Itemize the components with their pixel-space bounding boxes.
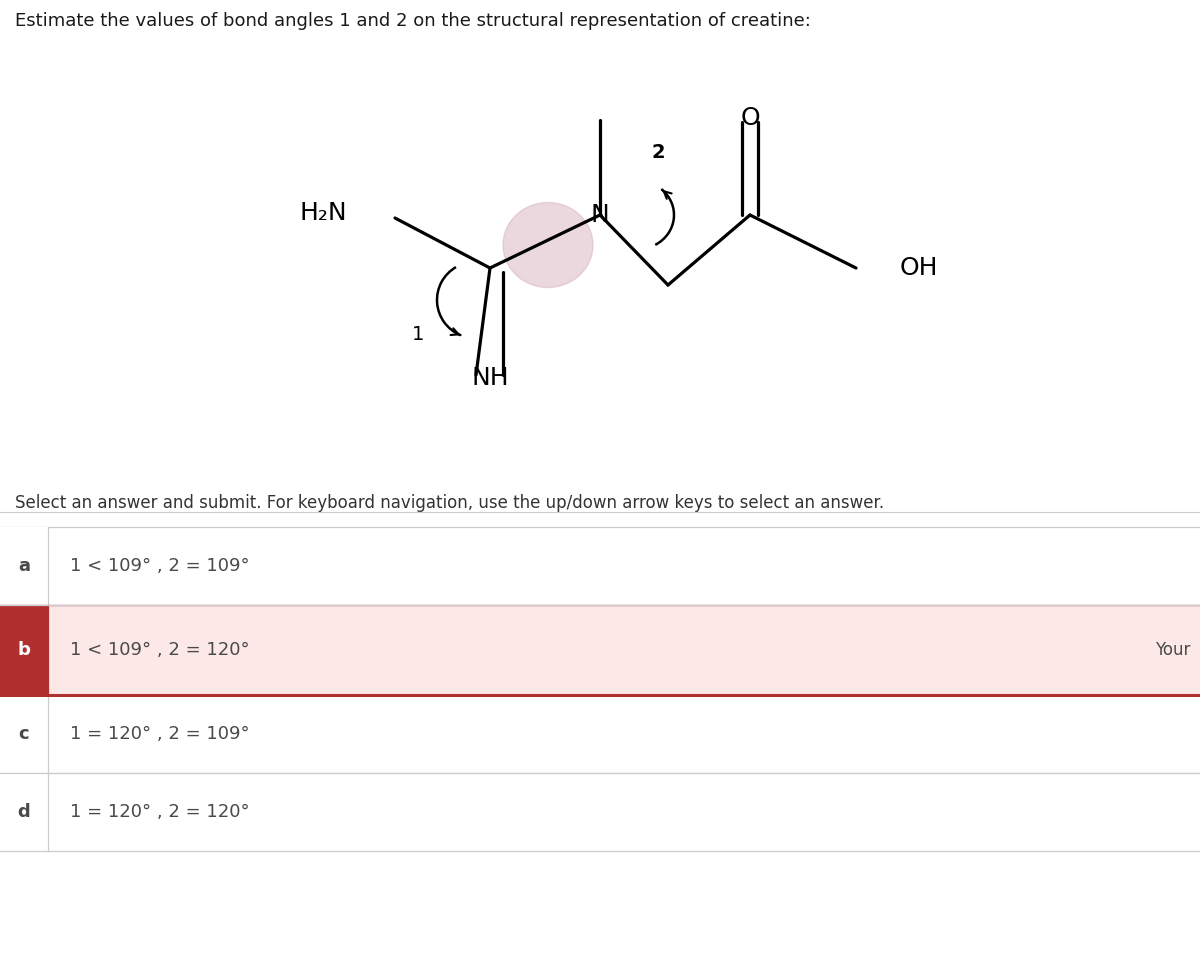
Text: 1 < 109° , 2 = 109°: 1 < 109° , 2 = 109° [70, 557, 250, 575]
Text: O: O [740, 106, 760, 130]
Text: Your: Your [1154, 641, 1190, 659]
Text: d: d [18, 803, 30, 821]
Text: N: N [590, 203, 610, 227]
Text: Select an answer and submit. For keyboard navigation, use the up/down arrow keys: Select an answer and submit. For keyboar… [14, 494, 884, 512]
Text: 1 = 120° , 2 = 109°: 1 = 120° , 2 = 109° [70, 725, 250, 743]
Ellipse shape [503, 202, 593, 287]
Bar [0, 605, 1200, 695]
Text: 1 < 109° , 2 = 120°: 1 < 109° , 2 = 120° [70, 641, 250, 659]
Bar [0, 605, 48, 695]
Text: Estimate the values of bond angles 1 and 2 on the structural representation of c: Estimate the values of bond angles 1 and… [14, 12, 811, 30]
Bar [0, 695, 48, 773]
Text: OH: OH [900, 256, 938, 280]
Text: 2: 2 [652, 142, 665, 161]
Bar [0, 527, 1200, 605]
Text: a: a [18, 557, 30, 575]
Text: b: b [18, 641, 30, 659]
Bar [0, 773, 48, 851]
Bar [0, 695, 1200, 773]
Text: 1: 1 [412, 326, 424, 344]
Bar [0, 527, 48, 605]
Text: 1 = 120° , 2 = 120°: 1 = 120° , 2 = 120° [70, 803, 250, 821]
Text: c: c [19, 725, 29, 743]
Text: H₂N: H₂N [299, 201, 347, 225]
Bar [0, 773, 1200, 851]
Text: NH: NH [472, 366, 509, 390]
